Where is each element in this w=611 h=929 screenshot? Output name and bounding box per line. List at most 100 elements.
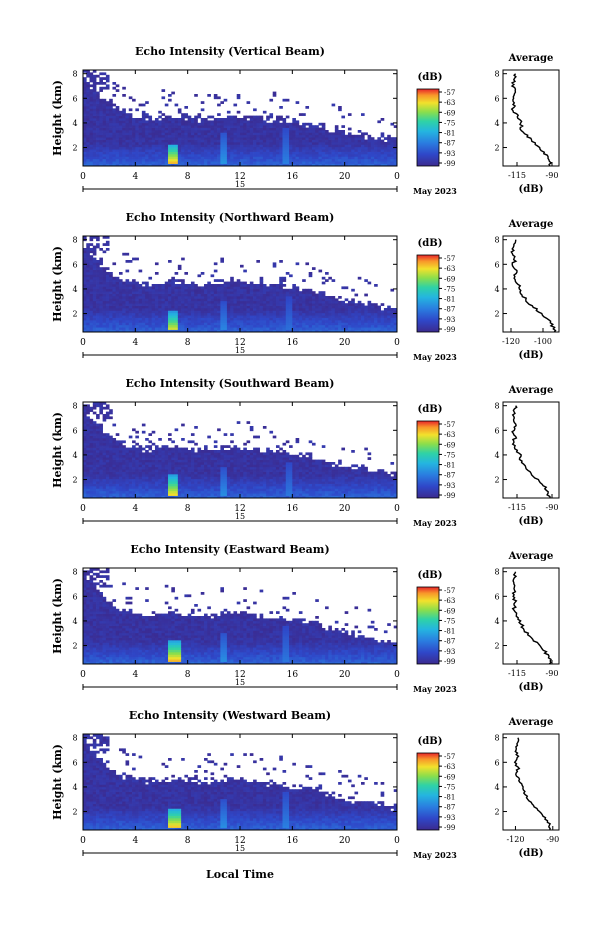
x-tick-label: 20 <box>339 338 351 348</box>
heatmap-field <box>83 70 398 167</box>
average-x-label: (dB) <box>519 350 544 361</box>
y-tick-label: 8 <box>72 236 77 245</box>
average-x-label: (dB) <box>519 184 544 195</box>
day-label: 15 <box>235 512 245 521</box>
x-tick-label: 0 <box>80 172 86 182</box>
panel-title: Echo Intensity (Westward Beam) <box>129 709 331 722</box>
colorbar-tick-label: -69 <box>444 773 455 781</box>
x-tick-label: 0 <box>80 670 86 680</box>
x-tick-label: 0 <box>394 836 400 846</box>
colorbar-tick-label: -81 <box>444 794 455 802</box>
y-tick-label: 2 <box>72 310 77 319</box>
y-tick-label: 8 <box>72 568 77 577</box>
average-x-tick-label: -115 <box>508 171 526 180</box>
x-tick-label: 8 <box>185 836 191 846</box>
y-tick-label: 4 <box>72 285 77 294</box>
colorbar-tick-label: -57 <box>444 255 455 263</box>
panel-title: Echo Intensity (Vertical Beam) <box>135 45 325 58</box>
date-label: May 2023 <box>413 684 457 694</box>
y-axis-label: Height (km) <box>51 412 64 488</box>
x-tick-label: 20 <box>339 836 351 846</box>
average-y-tick-label: 6 <box>494 592 499 601</box>
average-title: Average <box>508 219 554 230</box>
y-axis-label: Height (km) <box>51 80 64 156</box>
colorbar <box>416 254 440 333</box>
heatmap-field <box>83 236 398 333</box>
colorbar-title: (dB) <box>418 404 443 415</box>
x-tick-label: 8 <box>185 670 191 680</box>
average-x-label: (dB) <box>519 848 544 859</box>
colorbar-tick-label: -63 <box>444 431 455 439</box>
average-frame <box>502 733 560 831</box>
date-label: May 2023 <box>413 850 457 860</box>
panel-title: Echo Intensity (Northward Beam) <box>126 211 335 224</box>
date-label: May 2023 <box>413 518 457 528</box>
colorbar-tick-label: -69 <box>444 607 455 615</box>
x-tick-label: 0 <box>80 504 86 514</box>
y-tick-label: 2 <box>72 144 77 153</box>
colorbar-tick-label: -75 <box>444 617 455 625</box>
colorbar <box>416 88 440 167</box>
average-y-tick-label: 2 <box>494 642 499 651</box>
average-x-tick-label: -90 <box>546 669 559 678</box>
average-frame <box>502 401 560 499</box>
colorbar-title: (dB) <box>418 238 443 249</box>
x-tick-label: 16 <box>287 338 299 348</box>
average-y-tick-label: 8 <box>494 734 499 743</box>
average-x-tick-label: -115 <box>508 669 526 678</box>
heatmap-field <box>83 402 398 499</box>
average-y-tick-label: 4 <box>494 783 499 792</box>
average-y-tick-label: 6 <box>494 94 499 103</box>
average-y-tick-label: 4 <box>494 451 499 460</box>
average-frame <box>502 69 560 167</box>
date-label: May 2023 <box>413 186 457 196</box>
y-tick-label: 4 <box>72 451 77 460</box>
x-tick-label: 16 <box>287 504 299 514</box>
colorbar-title: (dB) <box>418 72 443 83</box>
panel-title: Echo Intensity (Southward Beam) <box>126 377 335 390</box>
panel-4: Echo Intensity (Eastward Beam) 0 4 8 12 16 20 0… <box>51 543 560 694</box>
day-label: 15 <box>235 678 245 687</box>
average-x-tick-label: -120 <box>502 337 520 346</box>
colorbar-tick-label: -99 <box>444 492 455 500</box>
x-tick-label: 0 <box>80 836 86 846</box>
average-y-tick-label: 2 <box>494 808 499 817</box>
colorbar-tick-label: -87 <box>444 472 455 480</box>
average-frame <box>502 567 560 665</box>
average-y-tick-label: 2 <box>494 476 499 485</box>
y-tick-label: 2 <box>72 476 77 485</box>
colorbar-tick-label: -57 <box>444 753 455 761</box>
average-x-tick-label: -115 <box>508 503 526 512</box>
x-tick-label: 12 <box>234 338 245 348</box>
colorbar-tick-label: -75 <box>444 285 455 293</box>
y-tick-label: 8 <box>72 70 77 79</box>
average-y-tick-label: 8 <box>494 70 499 79</box>
x-tick-label: 0 <box>80 338 86 348</box>
x-tick-label: 20 <box>339 670 351 680</box>
y-tick-label: 6 <box>72 592 77 601</box>
average-profile-line <box>511 405 551 499</box>
x-tick-label: 4 <box>132 338 138 348</box>
average-y-tick-label: 8 <box>494 402 499 411</box>
y-tick-label: 6 <box>72 260 77 269</box>
heatmap-field <box>83 734 398 831</box>
average-title: Average <box>508 717 554 728</box>
colorbar-tick-label: -69 <box>444 275 455 283</box>
colorbar-tick-label: -63 <box>444 265 455 273</box>
day-label: 15 <box>235 346 245 355</box>
colorbar-tick-label: -93 <box>444 648 455 656</box>
average-y-tick-label: 4 <box>494 617 499 626</box>
colorbar <box>416 420 440 499</box>
x-tick-label: 0 <box>394 338 400 348</box>
date-label: May 2023 <box>413 352 457 362</box>
average-y-tick-label: 6 <box>494 426 499 435</box>
average-frame <box>502 235 560 333</box>
average-x-tick-label: -100 <box>534 337 552 346</box>
heatmap-field <box>83 568 398 665</box>
average-x-tick-label: -120 <box>506 835 524 844</box>
average-x-label: (dB) <box>519 516 544 527</box>
average-title: Average <box>508 385 554 396</box>
panel-1: Echo Intensity (Vertical Beam) 0 4 8 12 16 20 0… <box>51 45 560 196</box>
colorbar-tick-label: -57 <box>444 89 455 97</box>
